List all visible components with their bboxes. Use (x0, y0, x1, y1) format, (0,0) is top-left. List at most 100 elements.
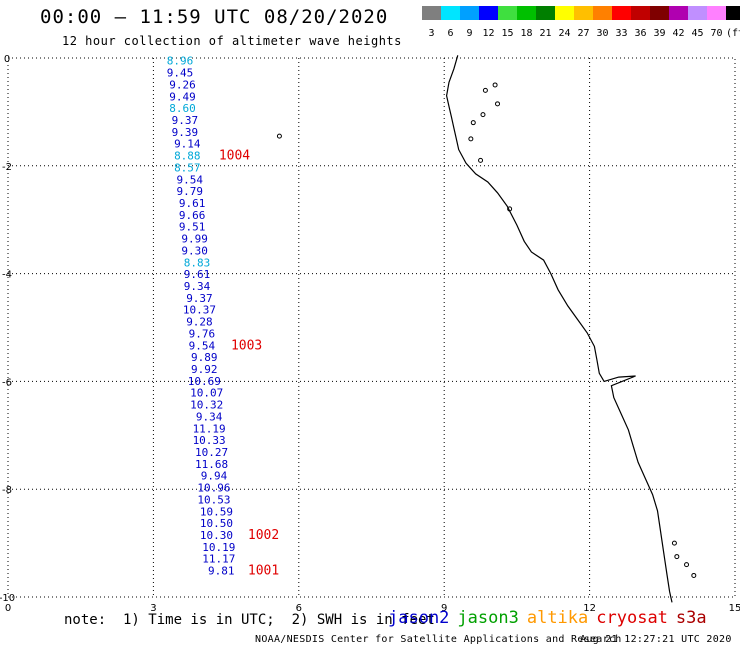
wave-height-label: 10.33 (193, 434, 226, 447)
color-scale-label: 45 (691, 28, 704, 39)
wave-height-label: 9.81 (208, 565, 235, 578)
y-tick-label: -10 (0, 593, 15, 604)
wave-height-label: 8.57 (174, 161, 201, 174)
wave-height-label: 9.34 (184, 280, 211, 293)
units-note: note: 1) Time is in UTC; 2) SWH is in fe… (64, 612, 435, 628)
color-scale-swatch (593, 6, 612, 20)
legend-entry-s3a: s3a (675, 608, 707, 628)
wave-height-label: 10.50 (200, 517, 233, 530)
x-tick-label: 9 (441, 603, 447, 614)
wave-height-label: 10.69 (188, 375, 221, 388)
color-scale-swatch (422, 6, 441, 20)
plot-frame (7, 57, 736, 598)
wave-height-label: 9.94 (201, 470, 228, 483)
wave-height-label: 11.19 (193, 422, 226, 435)
wave-height-label: 9.37 (172, 114, 199, 127)
wave-height-label: 10.59 (200, 505, 233, 518)
wave-height-label: 9.37 (186, 292, 213, 305)
y-tick-label: 0 (4, 54, 10, 65)
satellite-legend: jason2 jason3 altika cryosat s3a (388, 608, 715, 628)
color-scale-label: 12 (482, 28, 495, 39)
chart-subtitle: 12 hour collection of altimeter wave hei… (62, 34, 402, 48)
island-mark (495, 101, 501, 107)
legend-entry-cryosat: cryosat (596, 608, 668, 628)
pressure-label: 1001 (248, 564, 279, 579)
wave-height-label: 10.19 (202, 541, 235, 554)
color-scale-swatch (574, 6, 593, 20)
color-scale-label: (ft) (726, 28, 740, 39)
color-scale-label: 33 (615, 28, 628, 39)
wave-height-label: 9.54 (189, 339, 216, 352)
coastline (445, 55, 673, 603)
x-tick-label: 0 (5, 603, 11, 614)
color-scale-swatch (517, 6, 536, 20)
wave-height-label: 9.76 (189, 327, 216, 340)
color-scale-swatch (650, 6, 669, 20)
island-mark (468, 136, 474, 142)
wave-height-label: 8.83 (184, 256, 211, 269)
wave-height-label: 9.39 (172, 126, 199, 139)
color-scale-swatch (669, 6, 688, 20)
wave-height-label: 11.68 (195, 458, 228, 471)
wave-height-label: 9.34 (196, 410, 223, 423)
island-mark (507, 206, 513, 212)
wave-height-label: 10.53 (197, 493, 230, 506)
color-scale-swatch (460, 6, 479, 20)
wave-height-label: 9.99 (181, 233, 208, 246)
legend-entry-altika: altika (526, 608, 589, 628)
color-scale-label: 42 (672, 28, 685, 39)
y-tick-label: -2 (2, 162, 12, 173)
color-scale-swatch (612, 6, 631, 20)
color-scale-label: 6 (447, 28, 454, 39)
legend-entry-jason3: jason3 (457, 608, 519, 628)
wave-height-label: 8.60 (169, 102, 196, 115)
color-scale-swatch (726, 6, 740, 20)
wave-height-label: 9.51 (179, 221, 206, 234)
island-mark (478, 157, 484, 163)
color-scale-label: 18 (520, 28, 533, 39)
color-scale-label: 24 (558, 28, 571, 39)
wave-height-label: 10.37 (183, 304, 216, 317)
island-mark (482, 87, 488, 93)
wave-height-label: 9.79 (177, 185, 204, 198)
color-scale-swatch (441, 6, 460, 20)
x-tick-label: 15 (729, 603, 740, 614)
wave-height-label: 9.61 (179, 197, 206, 210)
island-mark (691, 572, 697, 578)
color-scale-label: 21 (539, 28, 552, 39)
y-tick-label: -4 (2, 270, 12, 281)
wave-height-label: 9.61 (184, 268, 211, 281)
wave-height-label: 9.66 (179, 209, 206, 222)
wave-height-label: 10.30 (200, 529, 233, 542)
y-tick-label: -6 (2, 377, 12, 388)
color-scale-label: 36 (634, 28, 647, 39)
wave-height-label: 10.07 (190, 387, 223, 400)
island-mark (684, 562, 690, 568)
color-scale-swatch (536, 6, 555, 20)
pressure-label: 1002 (248, 528, 279, 543)
color-scale-label: 15 (501, 28, 514, 39)
color-scale-swatch (707, 6, 726, 20)
x-tick-label: 3 (150, 603, 156, 614)
color-scale-swatch (479, 6, 498, 20)
generated-timestamp: Aug 21 12:27:21 UTC 2020 (580, 634, 732, 645)
wave-height-label: 8.88 (174, 150, 201, 163)
island-mark (671, 540, 677, 546)
pressure-label: 1004 (219, 149, 250, 164)
wave-height-label: 9.26 (169, 78, 196, 91)
wave-height-label: 9.30 (181, 244, 208, 257)
wave-height-label: 9.54 (177, 173, 204, 186)
color-scale-label: 39 (653, 28, 666, 39)
wave-height-label: 10.27 (195, 446, 228, 459)
color-scale-swatch (688, 6, 707, 20)
credit-text: NOAA/NESDIS Center for Satellite Applica… (255, 634, 622, 645)
color-scale-swatch (555, 6, 574, 20)
color-scale-swatch (631, 6, 650, 20)
color-scale-label: 27 (577, 28, 590, 39)
wave-height-label: 9.45 (167, 67, 194, 80)
wave-height-label: 9.89 (191, 351, 218, 364)
wave-height-label: 10.32 (190, 399, 223, 412)
wave-height-label: 8.96 (167, 55, 194, 68)
x-tick-label: 6 (296, 603, 302, 614)
